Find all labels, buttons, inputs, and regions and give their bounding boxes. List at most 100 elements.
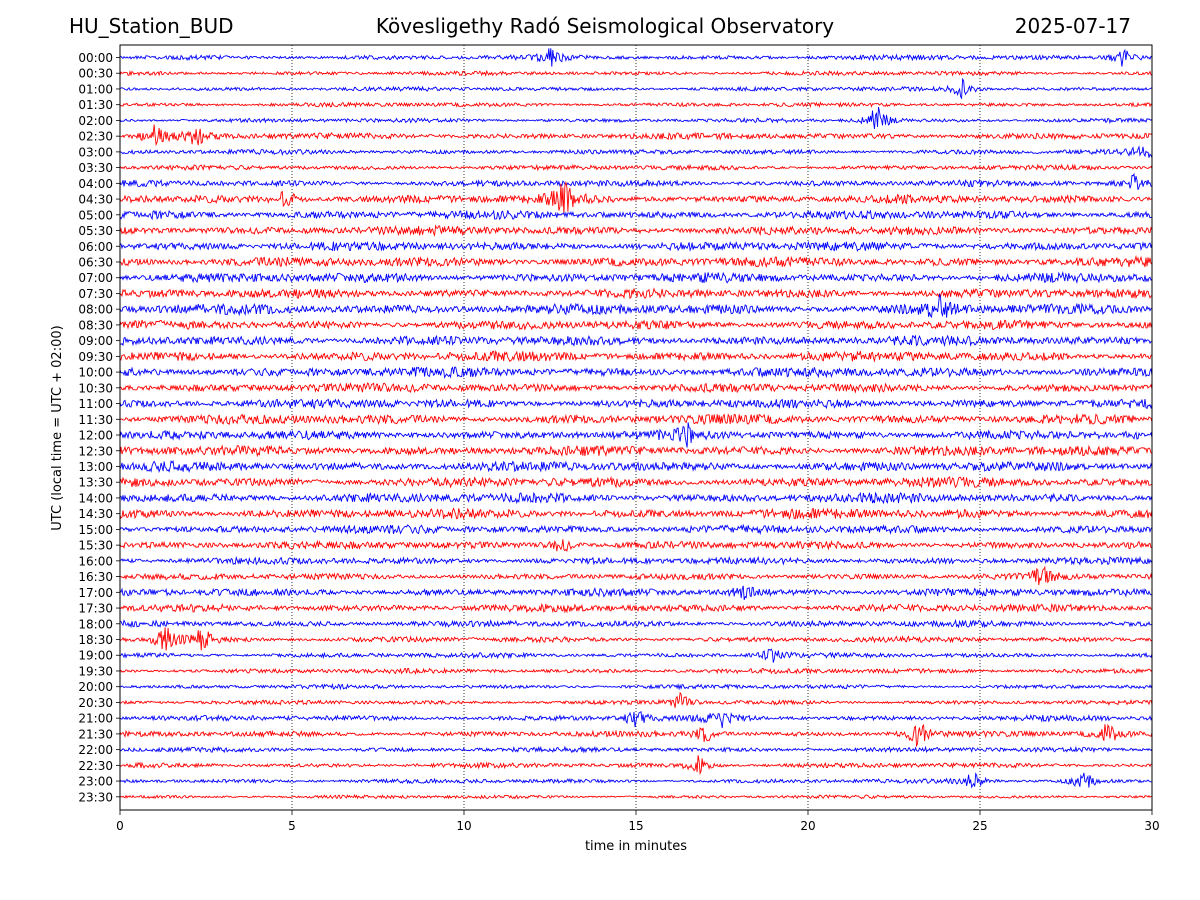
y-tick-label: 13:30 <box>78 476 113 490</box>
seismic-trace <box>119 667 1153 675</box>
y-tick-label: 14:30 <box>78 507 113 521</box>
y-tick-label: 09:00 <box>78 334 113 348</box>
y-tick-label: 16:30 <box>78 570 113 584</box>
y-tick-label: 22:30 <box>78 759 113 773</box>
y-tick-label: 11:00 <box>78 397 113 411</box>
seismic-trace <box>119 723 1153 748</box>
y-tick-label: 07:00 <box>78 271 113 285</box>
y-tick-label: 20:00 <box>78 680 113 694</box>
seismic-trace <box>119 585 1153 601</box>
seismic-trace <box>119 287 1153 300</box>
seismic-trace <box>119 106 1153 130</box>
seismic-trace <box>119 682 1153 691</box>
seismic-trace <box>119 293 1153 319</box>
trace-layer <box>119 48 1153 800</box>
y-tick-label: 08:30 <box>78 318 113 332</box>
seismic-trace <box>119 382 1153 394</box>
x-tick-label: 0 <box>116 819 124 833</box>
seismic-trace <box>119 224 1153 237</box>
y-tick-label: 21:00 <box>78 712 113 726</box>
x-tick-label: 10 <box>456 819 471 833</box>
y-tick-label: 02:30 <box>78 130 113 144</box>
y-tick-label: 19:30 <box>78 664 113 678</box>
y-tick-label: 12:30 <box>78 444 113 458</box>
seismic-trace <box>119 124 1153 147</box>
seismic-trace <box>119 444 1153 458</box>
y-tick-label: 01:00 <box>78 82 113 96</box>
seismic-trace <box>119 491 1153 505</box>
x-tick-label: 30 <box>1144 819 1159 833</box>
y-tick-label: 17:30 <box>78 602 113 616</box>
y-tick-label: 23:30 <box>78 790 113 804</box>
seismic-trace <box>119 648 1153 663</box>
y-tick-label: 03:00 <box>78 145 113 159</box>
seismic-trace <box>119 334 1153 348</box>
x-tick-label: 25 <box>972 819 987 833</box>
y-tick-label: 23:00 <box>78 775 113 789</box>
y-tick-label: 04:30 <box>78 193 113 207</box>
seismic-trace <box>119 77 1153 100</box>
y-tick-label: 00:00 <box>78 51 113 65</box>
seismic-trace <box>119 459 1153 474</box>
y-tick-label: 21:30 <box>78 727 113 741</box>
seismic-trace <box>119 507 1153 520</box>
seismic-trace <box>119 271 1153 284</box>
seismic-trace <box>119 475 1153 489</box>
seismic-trace <box>119 745 1153 754</box>
y-tick-label: 11:30 <box>78 413 113 427</box>
seismic-trace <box>119 319 1153 331</box>
y-tick-label: 20:30 <box>78 696 113 710</box>
y-tick-label: 16:00 <box>78 554 113 568</box>
seismic-trace <box>119 565 1153 586</box>
y-tick-label: 19:00 <box>78 649 113 663</box>
y-tick-label: 06:30 <box>78 255 113 269</box>
y-tick-label: 12:00 <box>78 429 113 443</box>
seismic-trace <box>119 163 1153 172</box>
x-tick-label: 5 <box>288 819 296 833</box>
y-axis-label: UTC (local time = UTC + 02:00) <box>50 325 65 530</box>
y-tick-label: 08:00 <box>78 303 113 317</box>
y-tick-label: 03:30 <box>78 161 113 175</box>
seismic-trace <box>119 240 1153 252</box>
seismic-trace <box>119 349 1153 363</box>
y-tick-label: 00:30 <box>78 67 113 81</box>
y-tick-label: 18:30 <box>78 633 113 647</box>
seismic-trace <box>119 772 1153 789</box>
x-tick-label: 15 <box>628 819 643 833</box>
x-axis-label: time in minutes <box>585 839 687 854</box>
x-tick-label: 20 <box>800 819 815 833</box>
y-tick-label: 17:00 <box>78 586 113 600</box>
y-tick-label: 07:30 <box>78 287 113 301</box>
seismic-trace <box>119 627 1153 651</box>
seismic-trace <box>119 794 1153 800</box>
seismic-trace <box>119 145 1153 158</box>
seismic-trace <box>119 602 1153 614</box>
seismic-trace <box>119 422 1153 448</box>
seismic-trace <box>119 366 1153 379</box>
seismic-trace <box>119 555 1153 566</box>
seismic-trace <box>119 69 1153 77</box>
seismic-trace <box>119 101 1153 109</box>
y-tick-label: 15:00 <box>78 523 113 537</box>
y-tick-label: 05:00 <box>78 208 113 222</box>
chart-title: Kövesligethy Radó Seismological Observat… <box>375 14 835 38</box>
seismic-trace <box>119 755 1153 776</box>
chart-header: HU_Station_BUD Kövesligethy Radó Seismol… <box>0 0 1200 45</box>
seismic-trace <box>119 618 1153 629</box>
grid-lines <box>291 45 981 810</box>
y-tick-label: 18:00 <box>78 617 113 631</box>
seismic-trace <box>119 398 1153 410</box>
chart-date: 2025-07-17 <box>1014 14 1131 38</box>
seismic-trace <box>119 710 1153 728</box>
seismic-trace <box>119 172 1153 190</box>
y-tick-label: 09:30 <box>78 350 113 364</box>
seismic-trace <box>119 209 1153 221</box>
seismic-trace <box>119 413 1153 426</box>
station-name: HU_Station_BUD <box>69 14 234 38</box>
y-tick-label: 13:00 <box>78 460 113 474</box>
y-tick-label: 10:00 <box>78 366 113 380</box>
y-tick-label: 06:00 <box>78 240 113 254</box>
y-tick-label: 22:00 <box>78 743 113 757</box>
